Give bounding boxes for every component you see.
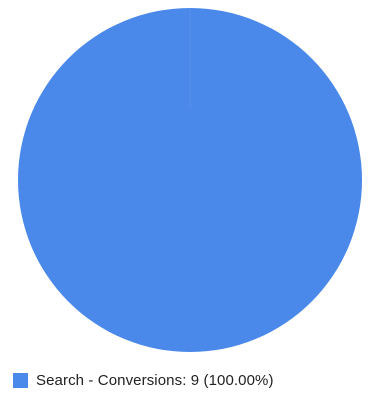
legend-label: Search - Conversions: 9 (100.00%): [36, 371, 274, 389]
pie-slice: [18, 8, 362, 352]
pie-chart-plot: [18, 8, 362, 352]
legend-swatch: [13, 372, 28, 388]
chart-legend: Search - Conversions: 9 (100.00%): [13, 369, 274, 391]
